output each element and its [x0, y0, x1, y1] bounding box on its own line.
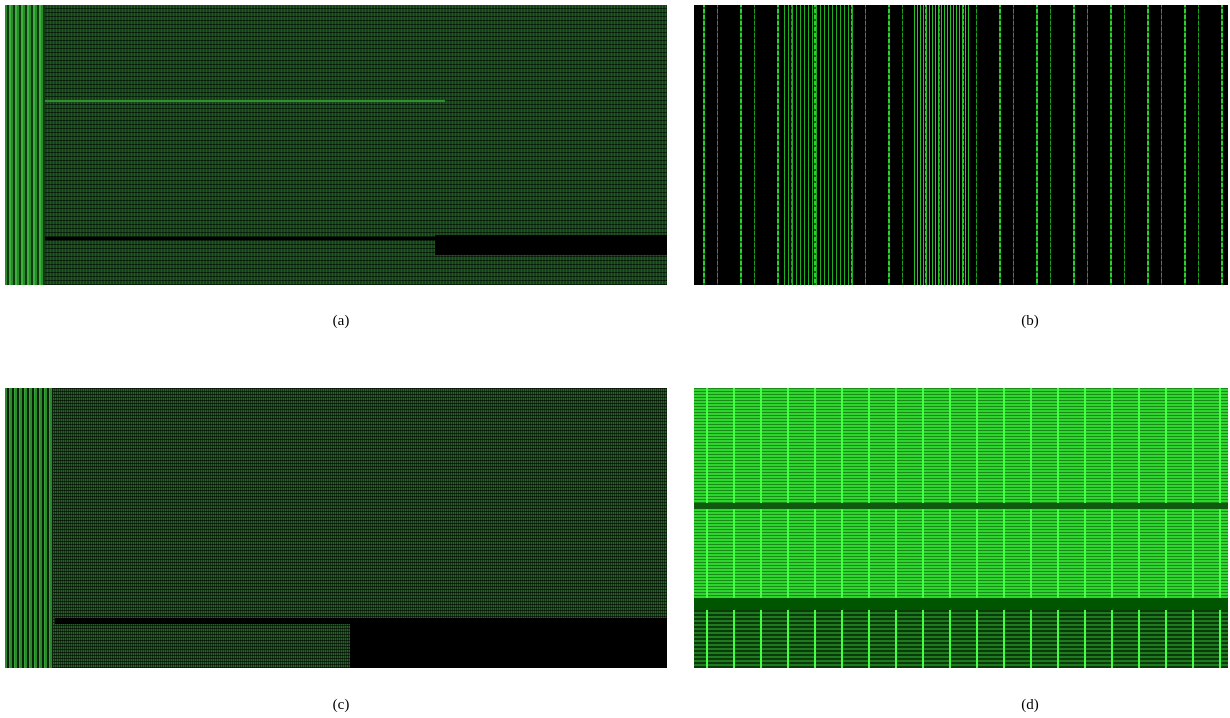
panel-image: [694, 388, 1228, 668]
panel-image: [694, 5, 1228, 285]
caption: (b): [1000, 313, 1060, 330]
dark-block: [350, 620, 667, 668]
dense-lines: [784, 5, 854, 285]
dark-band: [694, 503, 1228, 509]
dark-region: [694, 610, 1228, 668]
dark-band: [694, 598, 1228, 610]
vertical-strip: [5, 388, 53, 668]
panel-image: [5, 388, 667, 668]
caption: (a): [311, 313, 371, 330]
bright-line: [45, 100, 445, 102]
dark-band: [435, 235, 667, 255]
caption: (d): [1000, 697, 1060, 714]
vertical-strip: [5, 5, 45, 285]
figure: (a) (b) (c) (d): [0, 0, 1230, 718]
caption: (c): [311, 697, 371, 714]
dense-lines: [914, 5, 969, 285]
panel-image: [5, 5, 667, 285]
